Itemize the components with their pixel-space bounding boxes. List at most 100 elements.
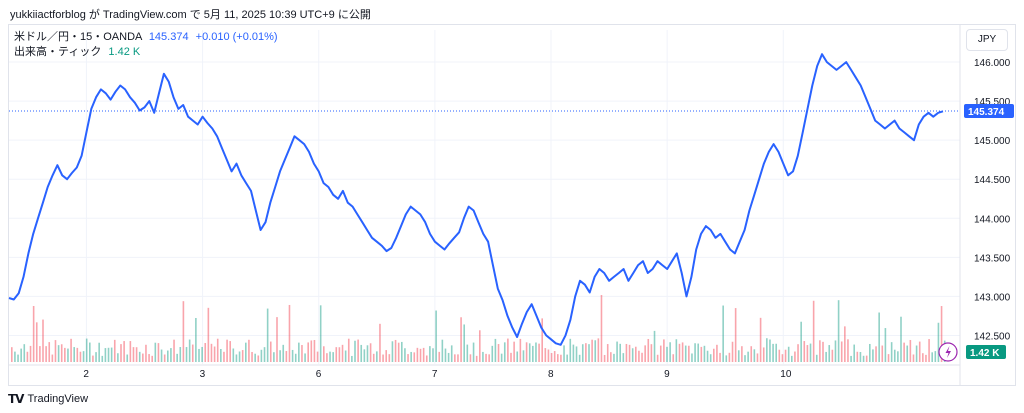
volume-bar [179, 347, 182, 362]
volume-bar [157, 343, 160, 362]
volume-bar [806, 345, 809, 362]
volume-bar [694, 343, 696, 362]
volume-bar [925, 354, 927, 362]
symbol-label[interactable]: 米ドル／円・15・OANDA [14, 31, 142, 43]
volume-bar [822, 341, 824, 362]
volume-bar [725, 355, 728, 362]
volume-bar [791, 355, 793, 362]
volume-bar [856, 351, 859, 362]
volume-bar [550, 353, 553, 362]
volume-bar [316, 351, 319, 362]
volume-bar [279, 350, 281, 362]
volume-bar [756, 353, 759, 362]
volume-bar [831, 349, 834, 362]
volume-bar [42, 319, 44, 362]
volume-bar [413, 352, 416, 362]
volume-bar [310, 340, 313, 362]
volume-bar [510, 352, 512, 362]
volume-bar [744, 355, 746, 362]
volume-bar [123, 341, 125, 362]
volume-bar [354, 340, 356, 362]
volume-bar [357, 339, 359, 362]
volume-bar [803, 341, 806, 362]
volume-bar [716, 344, 718, 362]
volume-bar [915, 345, 918, 362]
volume-bar [741, 346, 743, 362]
volume-bar [64, 347, 66, 362]
volume-bar [419, 348, 422, 362]
last-price-value: 145.374 [148, 31, 189, 43]
volume-bar [369, 343, 372, 362]
volume-bar [145, 344, 147, 362]
x-tick-label: 10 [780, 369, 792, 380]
volume-bar [151, 355, 153, 362]
volume-bar [666, 346, 668, 362]
volume-bar [126, 354, 129, 362]
volume-bar [516, 351, 519, 362]
volume-bar [538, 343, 540, 362]
volume-bar [663, 339, 665, 362]
volume-bar [503, 342, 506, 362]
volume-bar [163, 354, 166, 362]
volume-bar [472, 342, 475, 362]
volume-bar [653, 330, 656, 362]
volume-bar [372, 353, 375, 362]
volume-bar [422, 347, 425, 362]
volume-bar [875, 346, 877, 362]
volume-bar [678, 343, 681, 362]
volume-bar [351, 355, 353, 362]
volume-bar [195, 317, 197, 362]
volume-bar [341, 344, 344, 362]
x-tick-label: 7 [432, 369, 438, 380]
volume-bar [522, 350, 525, 362]
volume-bar [207, 307, 210, 362]
volume-bar [797, 344, 799, 362]
volume-bar [560, 354, 562, 362]
volume-bar [347, 338, 350, 362]
currency-button[interactable]: JPY [966, 29, 1008, 51]
volume-bar [298, 342, 300, 362]
volume-bar [659, 345, 662, 362]
volume-bar [737, 350, 740, 362]
volume-bar [360, 344, 363, 362]
volume-bar [834, 340, 837, 362]
volume-bar [170, 348, 172, 362]
volume-bar [185, 347, 188, 362]
volume-bar [48, 342, 51, 362]
volume-bar [98, 342, 100, 362]
volume-bar [638, 350, 640, 362]
y-tick-label: 145.500 [974, 97, 1011, 108]
volume-bar [73, 347, 75, 362]
volume-bar [148, 354, 150, 362]
volume-bar [335, 347, 338, 362]
volume-label[interactable]: 出来高・ティック [14, 46, 102, 58]
volume-bar [762, 347, 765, 362]
volume-bar [688, 345, 690, 362]
volume-bar [563, 345, 565, 362]
volume-bar [14, 351, 16, 362]
volume-bar [457, 354, 459, 362]
volume-bar [825, 351, 827, 362]
volume-bar [622, 353, 625, 362]
volume-bar [319, 305, 322, 362]
volume-bar [585, 343, 587, 362]
volume-bar [232, 348, 235, 362]
volume-tag [966, 345, 1006, 359]
volume-bar [675, 339, 678, 362]
volume-bar [734, 308, 737, 362]
volume-bar [847, 339, 849, 362]
x-tick-label: 3 [200, 369, 206, 380]
volume-bar [747, 351, 749, 362]
volume-bar [862, 355, 865, 362]
volume-bar [57, 345, 60, 362]
volume-bar [566, 354, 568, 362]
volume-bar [491, 345, 494, 362]
volume-bar [619, 343, 621, 362]
volume-bar [391, 341, 394, 362]
volume-bar [54, 340, 57, 362]
volume-bar [800, 321, 802, 362]
volume-bar [182, 301, 185, 362]
volume-bar [76, 347, 79, 362]
volume-bar [709, 354, 712, 362]
